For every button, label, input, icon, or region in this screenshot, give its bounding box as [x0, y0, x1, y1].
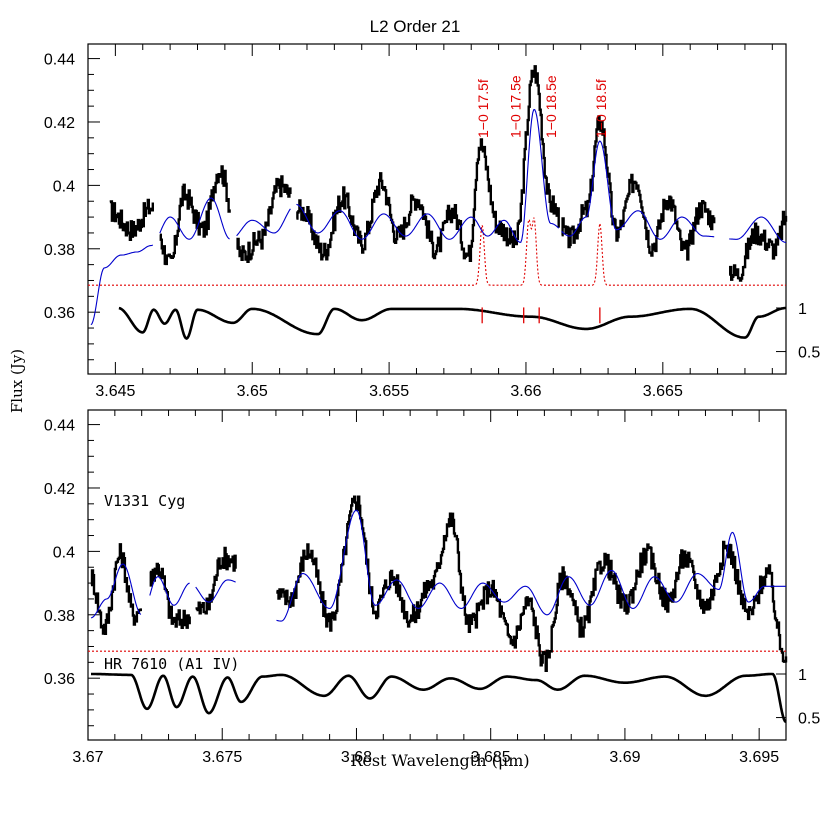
y-tick-label: 0.42 — [44, 481, 75, 498]
x-tick-label: 3.695 — [739, 749, 779, 766]
x-tick-label: 3.675 — [202, 749, 242, 766]
standard-label: HR 7610 (A1 IV) — [104, 655, 239, 673]
y-tick-label: 0.36 — [44, 305, 75, 322]
observed-spectrum — [109, 65, 788, 282]
x-tick-label: 3.65 — [237, 383, 268, 400]
x-tick-label: 3.67 — [72, 749, 103, 766]
right-tick-label: 1 — [798, 667, 807, 684]
x-axis-label: Rest Wavelength (μm) — [350, 751, 529, 770]
plot-frame — [87, 43, 787, 375]
top-panel: 0.36 0.38 0.4 0.42 0.44 3.645 3.65 3.655 3.66 3.6… — [44, 43, 820, 400]
x-tick-label: 3.68 — [341, 749, 372, 766]
model-spectrum — [90, 509, 786, 622]
x-tick-label: 3.685 — [471, 749, 511, 766]
right-tick-label: 0.5 — [798, 345, 820, 362]
star-label: V1331 Cyg — [104, 492, 185, 510]
gas-model-line — [88, 217, 786, 286]
line-label: 1−0 18.5e — [543, 75, 559, 138]
x-tick-label: 3.655 — [369, 383, 409, 400]
y-axis-label: Flux (Jy) — [8, 349, 26, 413]
y-tick-label: 0.44 — [44, 52, 75, 69]
y-tick-label: 0.38 — [44, 608, 75, 625]
plot-frame — [87, 409, 787, 741]
y-tick-label: 0.4 — [53, 178, 75, 195]
line-label: 1−0 17.5e — [508, 75, 524, 138]
line-label: 1−0 17.5f — [475, 79, 491, 138]
figure-title: L2 Order 21 — [370, 17, 461, 36]
y-tick-label: 0.4 — [53, 544, 75, 561]
right-tick-label: 1 — [798, 301, 807, 318]
right-tick-label: 0.5 — [798, 711, 820, 728]
x-tick-label: 3.665 — [643, 383, 683, 400]
y-tick-label: 0.42 — [44, 115, 75, 132]
observed-spectrum — [90, 495, 788, 672]
bottom-panel: 0.36 0.38 0.4 0.42 0.44 3.67 3.675 3.68 3.685 3.6… — [44, 409, 820, 766]
standard-spectrum — [91, 672, 787, 724]
x-tick-label: 3.69 — [609, 749, 640, 766]
x-tick-label: 3.645 — [95, 383, 135, 400]
y-tick-label: 0.38 — [44, 242, 75, 259]
y-tick-label: 0.44 — [44, 418, 75, 435]
y-tick-label: 0.36 — [44, 671, 75, 688]
x-tick-label: 3.66 — [510, 383, 541, 400]
line-label: 1−0 18.5f — [593, 79, 609, 138]
model-spectrum — [90, 109, 787, 326]
standard-spectrum — [118, 306, 786, 340]
